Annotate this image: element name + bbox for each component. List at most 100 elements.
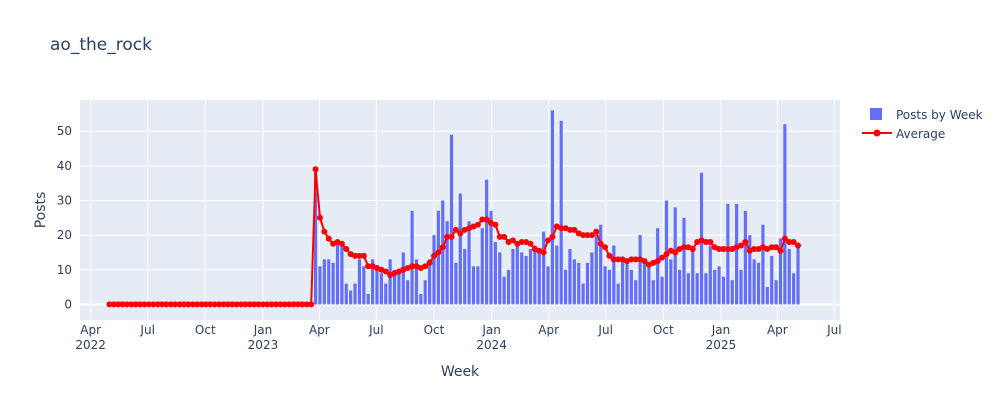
bar (572, 259, 576, 305)
average-point (145, 301, 152, 308)
bar (792, 273, 796, 305)
y-tick-label: 20 (57, 228, 72, 242)
average-point (255, 301, 262, 308)
average-point (597, 240, 604, 247)
y-tick-label: 0 (64, 297, 72, 311)
average-point (641, 258, 648, 265)
average-point (167, 301, 174, 308)
average-point (452, 226, 459, 233)
average-point (259, 301, 266, 308)
average-point (176, 301, 183, 308)
bar (717, 266, 721, 305)
bar (379, 273, 383, 305)
bar (436, 210, 440, 305)
line-series (106, 166, 802, 308)
legend-bar-swatch (870, 108, 882, 120)
average-point (159, 301, 166, 308)
average-point (680, 244, 687, 251)
average-point (268, 301, 275, 308)
average-point (242, 301, 249, 308)
average-point (483, 216, 490, 223)
bar (559, 120, 563, 305)
bar (318, 266, 322, 305)
average-point (602, 244, 609, 251)
bar (704, 273, 708, 305)
average-point (198, 301, 205, 308)
average-point (777, 247, 784, 254)
bar (765, 287, 769, 305)
average-point (229, 301, 236, 308)
average-point (795, 242, 802, 249)
average-point (251, 301, 258, 308)
bar (467, 221, 471, 305)
bar (471, 266, 476, 305)
bar (419, 294, 423, 305)
bar (349, 290, 353, 305)
average-point (281, 301, 288, 308)
bar (506, 269, 511, 305)
bar (384, 283, 388, 305)
y-axis-title: Posts (33, 192, 49, 229)
bar (480, 228, 484, 305)
bar (761, 224, 765, 305)
bar (445, 221, 449, 305)
bar (695, 273, 699, 305)
bar (563, 269, 568, 305)
average-point (303, 301, 310, 308)
bar (423, 280, 427, 305)
bar (410, 210, 414, 305)
bar (656, 228, 660, 305)
bar (691, 245, 695, 305)
bar (357, 259, 362, 305)
average-point (299, 301, 306, 308)
bar (686, 273, 690, 305)
average-point (356, 252, 363, 259)
x-tick-label: Jan (481, 323, 501, 337)
x-tick-year: 2022 (75, 338, 106, 352)
legend: Posts by Week Average (862, 108, 983, 141)
bar (542, 231, 546, 305)
average-point (321, 228, 328, 235)
average-point (479, 216, 486, 223)
bar (432, 235, 436, 305)
average-point (119, 301, 126, 308)
average-point (716, 245, 723, 252)
average-point (707, 239, 714, 246)
bar (515, 245, 519, 305)
average-point (566, 226, 573, 233)
bar (634, 280, 638, 305)
average-point (474, 221, 481, 228)
average-point (360, 252, 367, 259)
bar (756, 262, 761, 305)
bar (546, 266, 550, 305)
average-point (185, 301, 192, 308)
average-point (207, 301, 214, 308)
average-point (316, 214, 323, 221)
bar (796, 245, 800, 305)
bar (599, 224, 603, 305)
average-point (588, 232, 595, 239)
bar (428, 259, 432, 305)
average-point (549, 233, 556, 240)
average-point (672, 249, 679, 256)
bar (397, 273, 401, 305)
bar (682, 217, 686, 305)
x-tick-label: Jul (597, 323, 612, 337)
bar (770, 255, 774, 305)
bar (458, 193, 462, 305)
bar (678, 269, 682, 305)
bar (528, 248, 533, 305)
y-tick-label: 40 (57, 159, 72, 173)
average-point (738, 242, 745, 249)
bar (642, 259, 647, 305)
y-axis-ticks: 0 10 20 30 40 50 (57, 124, 72, 311)
average-point (286, 301, 293, 308)
average-point (382, 268, 389, 275)
bar (568, 248, 572, 305)
bar (353, 283, 357, 305)
bar (344, 283, 348, 305)
average-point (141, 301, 148, 308)
bar (708, 245, 712, 305)
x-tick-label: Apr (309, 323, 330, 337)
bar (524, 255, 528, 305)
